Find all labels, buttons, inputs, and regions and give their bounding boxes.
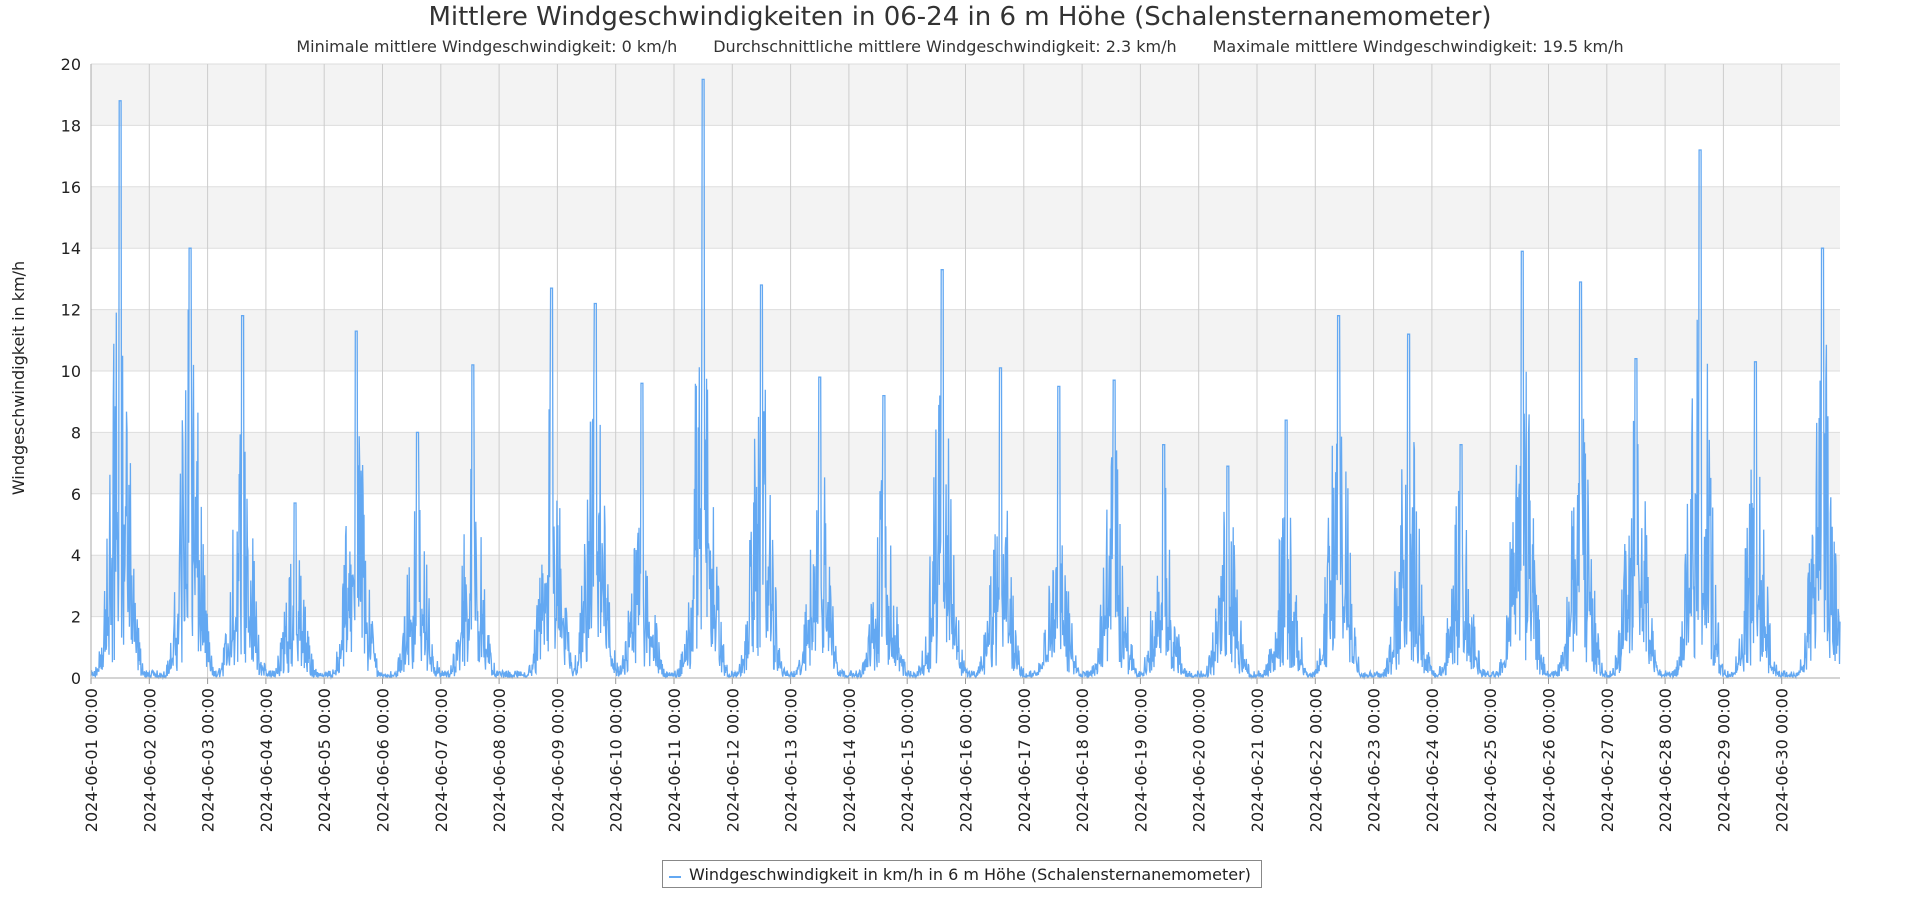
y-tick-label: 14 bbox=[61, 239, 81, 258]
x-tick-label: 2024-06-27 00:00 bbox=[1598, 688, 1617, 832]
x-tick-label: 2024-06-02 00:00 bbox=[140, 688, 159, 832]
x-tick-label: 2024-06-16 00:00 bbox=[957, 688, 976, 832]
x-tick-label: 2024-06-20 00:00 bbox=[1190, 688, 1209, 832]
x-tick-label: 2024-06-28 00:00 bbox=[1656, 688, 1675, 832]
y-tick-label: 6 bbox=[71, 485, 81, 504]
chart-stats: Minimale mittlere Windgeschwindigkeit: 0… bbox=[0, 37, 1920, 56]
stat-avg: Durchschnittliche mittlere Windgeschwind… bbox=[713, 37, 1177, 56]
x-tick-label: 2024-06-12 00:00 bbox=[723, 688, 742, 832]
x-tick-label: 2024-06-25 00:00 bbox=[1481, 688, 1500, 832]
y-tick-label: 8 bbox=[71, 423, 81, 442]
y-tick-label: 18 bbox=[61, 116, 81, 135]
series-line bbox=[90, 78, 1841, 681]
x-tick-label: 2024-06-18 00:00 bbox=[1073, 688, 1092, 832]
y-tick-label: 0 bbox=[71, 669, 81, 688]
x-tick-label: 2024-06-03 00:00 bbox=[199, 688, 218, 832]
legend-label: Windgeschwindigkeit in km/h in 6 m Höhe … bbox=[689, 864, 1251, 884]
y-tick-label: 4 bbox=[71, 546, 81, 565]
x-tick-label: 2024-06-07 00:00 bbox=[432, 688, 451, 832]
chart-title: Mittlere Windgeschwindigkeiten in 06-24 … bbox=[428, 2, 1492, 32]
x-tick-label: 2024-06-29 00:00 bbox=[1714, 688, 1733, 832]
x-tick-label: 2024-06-19 00:00 bbox=[1131, 688, 1150, 832]
x-tick-label: 2024-06-01 00:00 bbox=[82, 688, 101, 832]
y-tick-label: 2 bbox=[71, 608, 81, 627]
x-tick-label: 2024-06-21 00:00 bbox=[1248, 688, 1267, 832]
x-tick-label: 2024-06-24 00:00 bbox=[1423, 688, 1442, 832]
stat-min: Minimale mittlere Windgeschwindigkeit: 0… bbox=[296, 37, 678, 56]
y-tick-labels: 0 2 4 6 8 10 12 14 16 18 20 bbox=[61, 55, 81, 688]
y-tick-label: 16 bbox=[61, 178, 81, 197]
x-tick-label: 2024-06-09 00:00 bbox=[548, 688, 567, 832]
x-tick-label: 2024-06-14 00:00 bbox=[840, 688, 859, 832]
x-tick-label: 2024-06-13 00:00 bbox=[782, 688, 801, 832]
y-tick-label: 12 bbox=[61, 301, 81, 320]
x-tick-label: 2024-06-22 00:00 bbox=[1306, 688, 1325, 832]
legend[interactable]: Windgeschwindigkeit in km/h in 6 m Höhe … bbox=[662, 860, 1262, 888]
x-tick-label: 2024-06-17 00:00 bbox=[1015, 688, 1034, 832]
axes bbox=[90, 64, 1840, 679]
x-tick-label: 2024-06-05 00:00 bbox=[315, 688, 334, 832]
wind-speed-series bbox=[90, 78, 1841, 681]
x-tick-label: 2024-06-30 00:00 bbox=[1773, 688, 1792, 832]
x-tick-label: 2024-06-15 00:00 bbox=[898, 688, 917, 832]
x-tick-label: 2024-06-06 00:00 bbox=[374, 688, 393, 832]
x-tick-labels: 2024-06-01 00:00 2024-06-02 00:00 2024-06-… bbox=[82, 688, 1792, 832]
x-tick-label: 2024-06-08 00:00 bbox=[490, 688, 509, 832]
x-tick-label: 2024-06-26 00:00 bbox=[1540, 688, 1559, 832]
x-tick-label: 2024-06-04 00:00 bbox=[257, 688, 276, 832]
x-tick-label: 2024-06-23 00:00 bbox=[1365, 688, 1384, 832]
y-axis-label: Windgeschwindigkeit in km/h bbox=[9, 261, 28, 495]
y-tick-label: 20 bbox=[61, 55, 81, 74]
y-tick-label: 10 bbox=[61, 362, 81, 381]
legend-swatch bbox=[669, 876, 681, 878]
stat-max: Maximale mittlere Windgeschwindigkeit: 1… bbox=[1212, 37, 1624, 56]
x-tick-label: 2024-06-10 00:00 bbox=[607, 688, 626, 832]
x-tick-label: 2024-06-11 00:00 bbox=[665, 688, 684, 832]
